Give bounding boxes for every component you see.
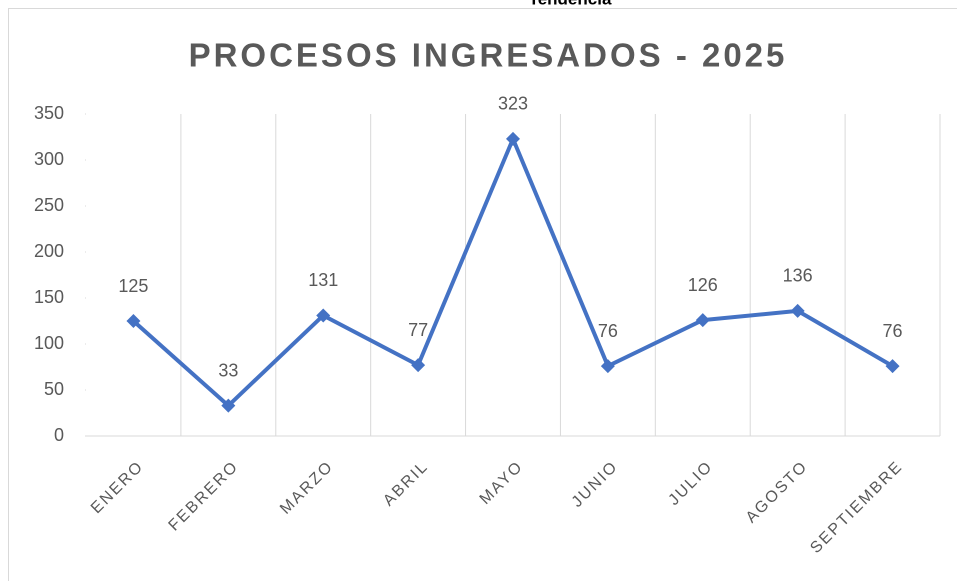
data-label: 125 [118,276,148,296]
data-label: 136 [783,266,813,286]
y-tick-label: 200 [34,241,64,261]
data-label: 323 [498,94,528,114]
annotation: Tendencia [529,0,612,8]
data-label: 77 [408,320,428,340]
y-tick-label: 350 [34,103,64,123]
y-tick-label: 300 [34,149,64,169]
data-label: 76 [598,321,618,341]
y-tick-label: 150 [34,287,64,307]
data-label: 33 [218,360,238,380]
y-tick-label: 100 [34,333,64,353]
y-tick-label: 0 [54,425,64,445]
y-tick-label: 250 [34,195,64,215]
data-label: 131 [308,270,338,290]
y-tick-label: 50 [44,379,64,399]
chart-title: PROCESOS INGRESADOS - 2025 [189,37,788,74]
data-label: 76 [883,321,903,341]
data-label: 126 [688,275,718,295]
